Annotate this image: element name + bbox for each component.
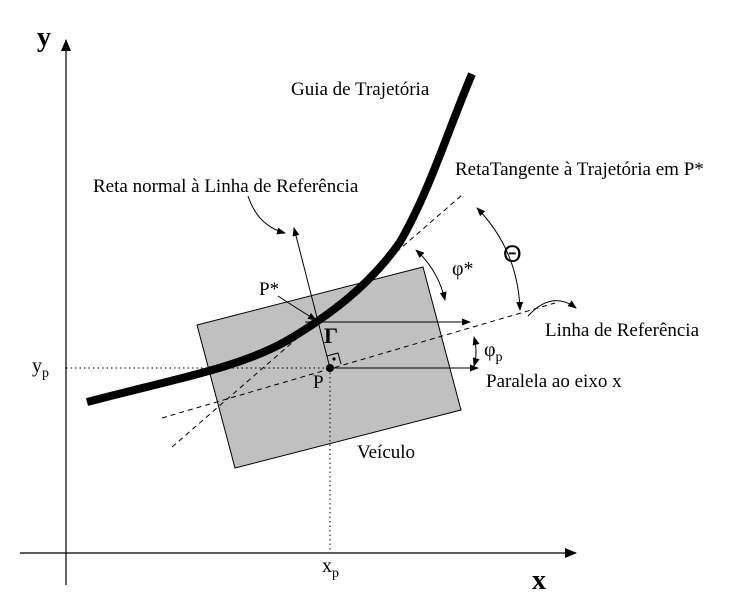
phi-p-arc (472, 336, 480, 367)
theta-arc (476, 207, 524, 311)
pstar-callout-arrow (277, 295, 317, 321)
yp-label: yp (32, 355, 49, 381)
normal-callout-arrow (247, 195, 286, 235)
theta-label: Θ (503, 241, 522, 268)
xp-label: xp (322, 555, 339, 581)
trajectory-guide-curve (85, 72, 476, 406)
y-axis-label: y (37, 22, 51, 53)
point-p-marker (326, 364, 334, 372)
p-label: P (313, 372, 324, 393)
vehicle-label: Veículo (357, 442, 415, 463)
reference-callout-arrow (527, 300, 577, 317)
phi-p-label: φp (484, 339, 503, 365)
normal-line-label: Reta normal à Linha de Referência (93, 176, 359, 197)
phi-star-label: φ* (452, 258, 474, 280)
trajectory-guide-label: Guia de Trajetória (291, 79, 430, 100)
p-star-label: P* (259, 279, 279, 300)
x-axis-label: x (532, 565, 546, 595)
phi-star-arc (415, 249, 447, 301)
right-angle-dot (332, 357, 336, 361)
gamma-label: Γ (324, 323, 338, 348)
parallel-x-label: Paralela ao eixo x (486, 371, 622, 392)
right-angle-marker (326, 352, 342, 365)
normal-line (292, 227, 331, 369)
tangent-line-label: RetaTangente à Trajetória em P* (455, 159, 704, 180)
reference-line-label: Linha de Referência (545, 320, 700, 341)
